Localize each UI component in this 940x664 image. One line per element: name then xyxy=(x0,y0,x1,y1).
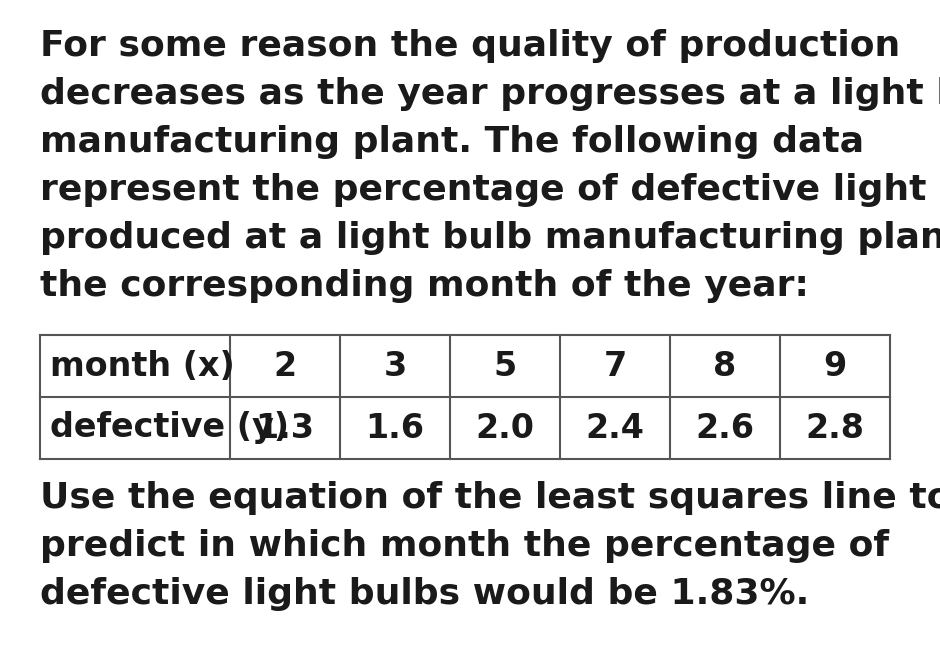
Text: the corresponding month of the year:: the corresponding month of the year: xyxy=(40,269,809,303)
Text: represent the percentage of defective light bulbs: represent the percentage of defective li… xyxy=(40,173,940,207)
Text: 7: 7 xyxy=(603,349,627,382)
Text: decreases as the year progresses at a light bulb: decreases as the year progresses at a li… xyxy=(40,77,940,111)
Text: 2: 2 xyxy=(274,349,296,382)
Text: 2.4: 2.4 xyxy=(586,412,645,444)
Text: defective light bulbs would be 1.83%.: defective light bulbs would be 1.83%. xyxy=(40,577,809,611)
Text: predict in which month the percentage of: predict in which month the percentage of xyxy=(40,529,889,563)
Text: produced at a light bulb manufacturing plant in: produced at a light bulb manufacturing p… xyxy=(40,221,940,255)
Text: 9: 9 xyxy=(823,349,847,382)
Text: month (x): month (x) xyxy=(50,349,235,382)
Text: 1.6: 1.6 xyxy=(366,412,425,444)
Text: 2.8: 2.8 xyxy=(806,412,865,444)
Text: 2.0: 2.0 xyxy=(476,412,535,444)
Text: 2.6: 2.6 xyxy=(696,412,755,444)
Text: defective (y): defective (y) xyxy=(50,412,289,444)
Text: 8: 8 xyxy=(713,349,737,382)
Text: For some reason the quality of production: For some reason the quality of productio… xyxy=(40,29,901,63)
Text: 1.3: 1.3 xyxy=(256,412,315,444)
Text: manufacturing plant. The following data: manufacturing plant. The following data xyxy=(40,125,864,159)
Text: 3: 3 xyxy=(384,349,407,382)
Text: 5: 5 xyxy=(494,349,517,382)
Text: Use the equation of the least squares line to: Use the equation of the least squares li… xyxy=(40,481,940,515)
